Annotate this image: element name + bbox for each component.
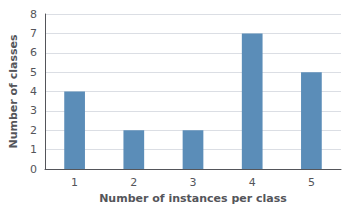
svg-text:6: 6 [30,46,37,59]
svg-text:8: 8 [30,8,37,21]
svg-text:1: 1 [71,176,78,189]
svg-text:7: 7 [30,27,37,40]
svg-text:4: 4 [249,176,256,189]
svg-text:2: 2 [30,124,37,137]
svg-text:Number of instances per class: Number of instances per class [99,192,287,205]
svg-text:5: 5 [308,176,315,189]
svg-text:5: 5 [30,66,37,79]
svg-text:3: 3 [190,176,197,189]
svg-text:3: 3 [30,104,37,117]
svg-text:2: 2 [130,176,137,189]
svg-text:0: 0 [30,163,37,176]
svg-text:4: 4 [30,85,37,98]
svg-text:Number of classes: Number of classes [7,34,20,149]
svg-text:1: 1 [30,143,37,156]
